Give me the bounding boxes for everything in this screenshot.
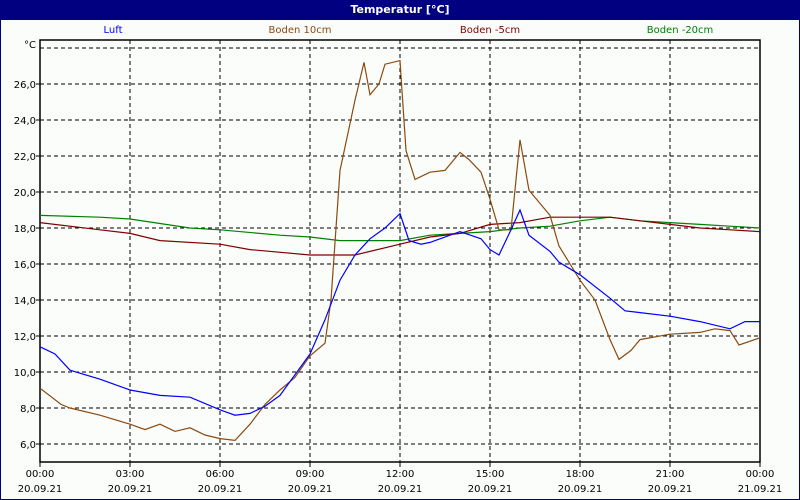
series-line-luft: [39, 208, 760, 416]
x-tick-time: 00:00: [746, 469, 775, 480]
legend-boden-5cm: Boden -5cm: [459, 25, 521, 36]
x-tick-date: 20.09.21: [378, 484, 423, 495]
y-unit-label: °C: [24, 40, 36, 51]
y-tick-label: 26,0: [14, 80, 36, 91]
x-tick-date: 20.09.21: [198, 484, 243, 495]
x-tick-time: 21:00: [656, 469, 685, 480]
x-tick-time: 00:00: [26, 469, 55, 480]
legend-boden-20cm: Boden -20cm: [646, 25, 714, 36]
y-tick-label: 14,0: [14, 296, 36, 307]
y-tick-label: 18,0: [14, 224, 36, 235]
legend-luft: Luft: [103, 25, 123, 36]
x-tick-time: 06:00: [206, 469, 235, 480]
y-tick-label: 22,0: [14, 152, 36, 163]
x-tick-time: 18:00: [566, 469, 595, 480]
x-tick-date: 20.09.21: [648, 484, 693, 495]
x-tick-date: 20.09.21: [108, 484, 153, 495]
x-tick-time: 03:00: [116, 469, 145, 480]
x-tick-time: 15:00: [476, 469, 505, 480]
y-tick-label: 12,0: [14, 332, 36, 343]
legend-boden-10cm: Boden 10cm: [268, 25, 332, 36]
series-line-boden-5cm: [39, 216, 761, 256]
series-line-boden-10cm: [39, 59, 761, 442]
y-tick-label: 10,0: [14, 368, 36, 379]
y-tick-label: 16,0: [14, 260, 36, 271]
x-tick-date: 21.09.21: [738, 484, 783, 495]
y-tick-label: 24,0: [14, 116, 36, 127]
x-tick-time: 12:00: [386, 469, 415, 480]
x-tick-date: 20.09.21: [558, 484, 603, 495]
x-tick-date: 20.09.21: [288, 484, 333, 495]
y-tick-label: 8,0: [20, 404, 36, 415]
x-tick-date: 20.09.21: [468, 484, 513, 495]
chart-title: Temperatur [°C]: [0, 0, 800, 20]
x-tick-date: 20.09.21: [18, 484, 63, 495]
y-tick-label: 6,0: [20, 440, 36, 451]
x-tick-time: 09:00: [296, 469, 325, 480]
y-tick-label: 20,0: [14, 188, 36, 199]
